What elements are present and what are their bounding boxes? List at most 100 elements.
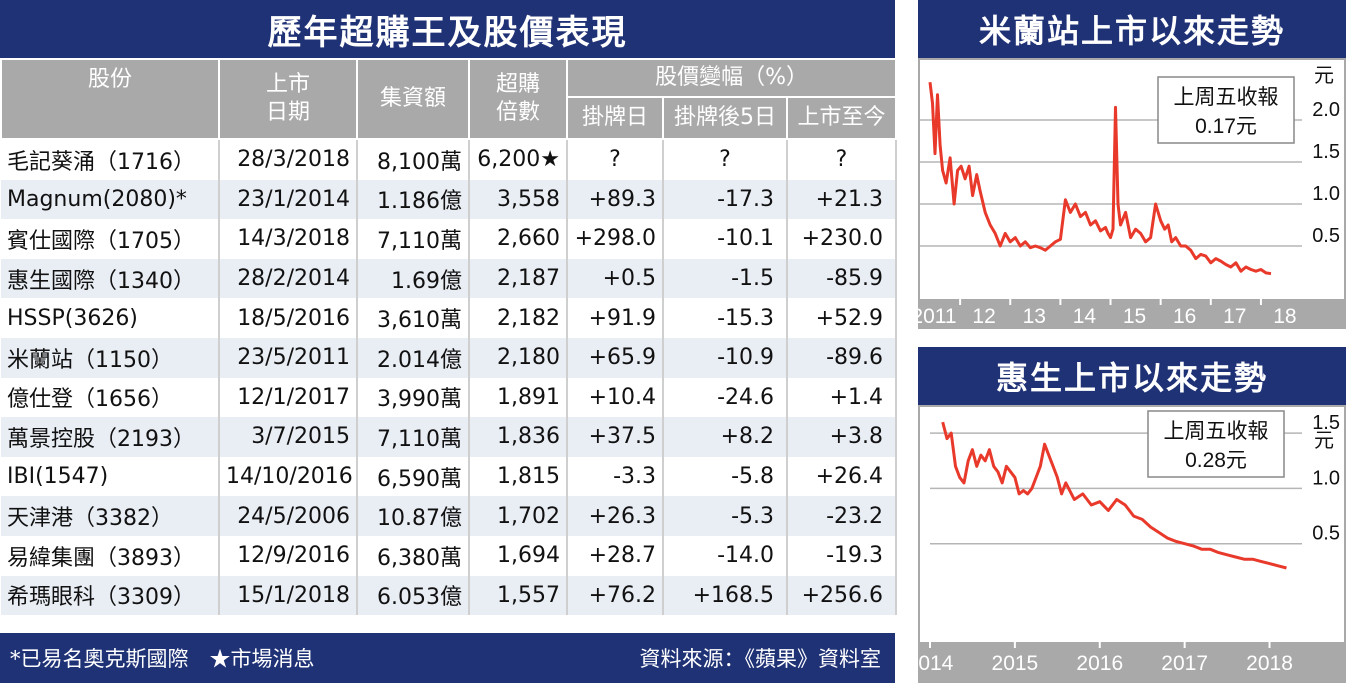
cell-after-5-days: -17.3	[663, 179, 788, 220]
cell-amount: 3,610萬	[357, 298, 470, 338]
header-first-day: 掛牌日	[566, 96, 664, 140]
table-row: 萬景控股（2193） 3/7/2015 7,110萬 1,836 +37.5 +8.2 +3…	[1, 417, 898, 457]
x-tick-label: 2018	[1246, 652, 1293, 675]
cell-amount: 6.053億	[357, 575, 470, 616]
cell-since-listing: ?	[787, 139, 898, 180]
cell-first-day: +89.3	[567, 179, 664, 220]
cell-after-5-days: -10.1	[663, 219, 788, 259]
closing-price-callout: 上周五收報 0.17元	[1157, 76, 1295, 144]
table-row: 賓仕國際（1705） 14/3/2018 7,110萬 2,660 +298.0 -10.…	[1, 219, 898, 259]
cell-oversub: 1,702	[469, 496, 568, 536]
cell-since-listing: -85.9	[787, 258, 898, 299]
x-tick-label: 2015	[992, 652, 1039, 675]
cell-date: 23/5/2011	[219, 337, 358, 378]
table-row: 希瑪眼科（3309） 15/1/2018 6.053億 1,557 +76.2 +168.…	[1, 575, 898, 616]
price-line	[941, 421, 1287, 570]
cell-stock: HSSP(3626)	[1, 298, 220, 338]
cell-first-day: ?	[567, 139, 664, 180]
footnote: *已易名奧克斯國際 ★市場消息	[10, 647, 315, 671]
cell-date: 23/1/2014	[219, 179, 358, 220]
cell-oversub: 1,694	[469, 535, 568, 576]
cell-first-day: +26.3	[567, 496, 664, 536]
cell-stock: 米蘭站（1150）	[1, 337, 220, 378]
cell-amount: 1.186億	[357, 179, 470, 220]
cell-since-listing: -23.2	[787, 496, 898, 536]
cell-oversub: 6,200★	[469, 139, 568, 180]
source-note: 資料來源：《蘋果》資料室	[639, 647, 882, 671]
cell-amount: 8,100萬	[357, 139, 470, 180]
cell-oversub: 3,558	[469, 179, 568, 220]
y-tick-label: 1.5	[1312, 141, 1340, 163]
y-tick-label: 2.0	[1312, 99, 1340, 121]
header-stock: 股份	[0, 58, 220, 140]
cell-since-listing: +3.8	[787, 417, 898, 457]
chart2-title: 惠生上市以來走勢	[918, 347, 1346, 405]
callout-value: 0.28元	[1185, 449, 1247, 472]
y-tick-label: 1.0	[1312, 183, 1340, 205]
cell-amount: 10.87億	[357, 496, 470, 536]
cell-date: 18/5/2016	[219, 298, 358, 338]
cell-amount: 2.014億	[357, 337, 470, 378]
x-tick-label: 14	[1073, 305, 1097, 328]
cell-stock: 天津港（3382）	[1, 496, 220, 536]
table-row: 天津港（3382） 24/5/2006 10.87億 1,702 +26.3 -5.3 -2…	[1, 496, 898, 536]
cell-stock: 賓仕國際（1705）	[1, 219, 220, 259]
cell-after-5-days: -14.0	[663, 535, 788, 576]
cell-amount: 6,590萬	[357, 456, 470, 497]
x-tick-label: 17	[1223, 305, 1246, 328]
x-tick-label: 2011	[918, 305, 957, 328]
table-row: Magnum(2080)* 23/1/2014 1.186億 3,558 +89.3 -1…	[1, 179, 898, 220]
chart2-svg: 0.5 1.0 1.5元 上周五收報 0.28元	[930, 410, 1340, 570]
cell-stock: 惠生國際（1340）	[1, 258, 220, 299]
x-tick-label: 12	[972, 305, 995, 328]
chart2-plot-area: 0.5 1.0 1.5 元 上周五收報 0.28元	[918, 405, 1346, 644]
cell-after-5-days: -5.8	[663, 456, 788, 497]
table-footer: *已易名奧克斯國際 ★市場消息 資料來源：《蘋果》資料室	[0, 633, 895, 683]
cell-date: 3/7/2015	[219, 417, 358, 457]
x-tick-label: 2016	[1076, 652, 1123, 675]
table-row: 毛記葵涌（1716） 28/3/2018 8,100萬 6,200★???	[1, 139, 898, 180]
cell-date: 14/10/2016	[219, 456, 358, 497]
cell-first-day: +76.2	[567, 575, 664, 616]
cell-oversub: 2,660	[469, 219, 568, 259]
cell-oversub: 1,891	[469, 377, 568, 418]
cell-stock: 易緯集團（3893）	[1, 535, 220, 576]
cell-date: 24/5/2006	[219, 496, 358, 536]
chart1-x-axis: 2011 12 13 14 15 16 17 18	[908, 299, 1346, 329]
closing-price-callout: 上周五收報 0.28元	[1147, 410, 1285, 478]
x-tick-label: 16	[1173, 305, 1196, 328]
cell-since-listing: +230.0	[787, 219, 898, 259]
cell-stock: 億仕登（1656）	[1, 377, 220, 418]
y-tick-label: 1.5	[1312, 412, 1340, 434]
cell-since-listing: +256.6	[787, 575, 898, 616]
table-row: 米蘭站（1150） 23/5/2011 2.014億 2,180 +65.9 -10.9-…	[1, 337, 898, 378]
header-since-listing: 上市至今	[785, 96, 898, 140]
cell-oversub: 1,557	[469, 575, 568, 616]
cell-oversub: 2,180	[469, 337, 568, 378]
ipo-table: 股份 上市 日期 集資額 超購 倍數 股價變幅（%） 掛牌日 掛牌後5日 上市至今 …	[0, 58, 898, 616]
y-unit-label: 元	[1314, 65, 1334, 87]
callout-value: 0.17元	[1195, 115, 1257, 138]
cell-first-day: +37.5	[567, 417, 664, 457]
cell-since-listing: -19.3	[787, 535, 898, 576]
chart2-x-axis-svg: 2014 2015 2016 2017 2018	[907, 642, 1293, 675]
table-row: 億仕登（1656） 12/1/2017 3,990萬 1,891 +10.4 -24.6 +…	[1, 377, 898, 418]
table-row: 易緯集團（3893） 12/9/2016 6,380萬 1,694 +28.7 -14.0…	[1, 535, 898, 576]
cell-date: 15/1/2018	[219, 575, 358, 616]
header-oversubscription: 超購 倍數	[468, 58, 568, 140]
header-after-5-days: 掛牌後5日	[662, 96, 788, 140]
cell-after-5-days: -5.3	[663, 496, 788, 536]
table-title: 歷年超購王及股價表現	[0, 0, 895, 58]
cell-stock: IBI(1547)	[1, 456, 220, 497]
chart1-plot-area: 0.5 1.0 1.5 2.0 元上周五收報 0.17元	[918, 58, 1346, 301]
y-tick-label: 0.5	[1312, 225, 1340, 247]
cell-first-day: +298.0	[567, 219, 664, 259]
cell-after-5-days: -1.5	[663, 258, 788, 299]
cell-after-5-days: -10.9	[663, 337, 788, 378]
cell-stock: 毛記葵涌（1716）	[1, 139, 220, 180]
header-price-change: 股價變幅（%）	[565, 58, 898, 98]
price-line	[928, 82, 1272, 276]
cell-first-day: -3.3	[567, 456, 664, 497]
cell-after-5-days: -15.3	[663, 298, 788, 338]
